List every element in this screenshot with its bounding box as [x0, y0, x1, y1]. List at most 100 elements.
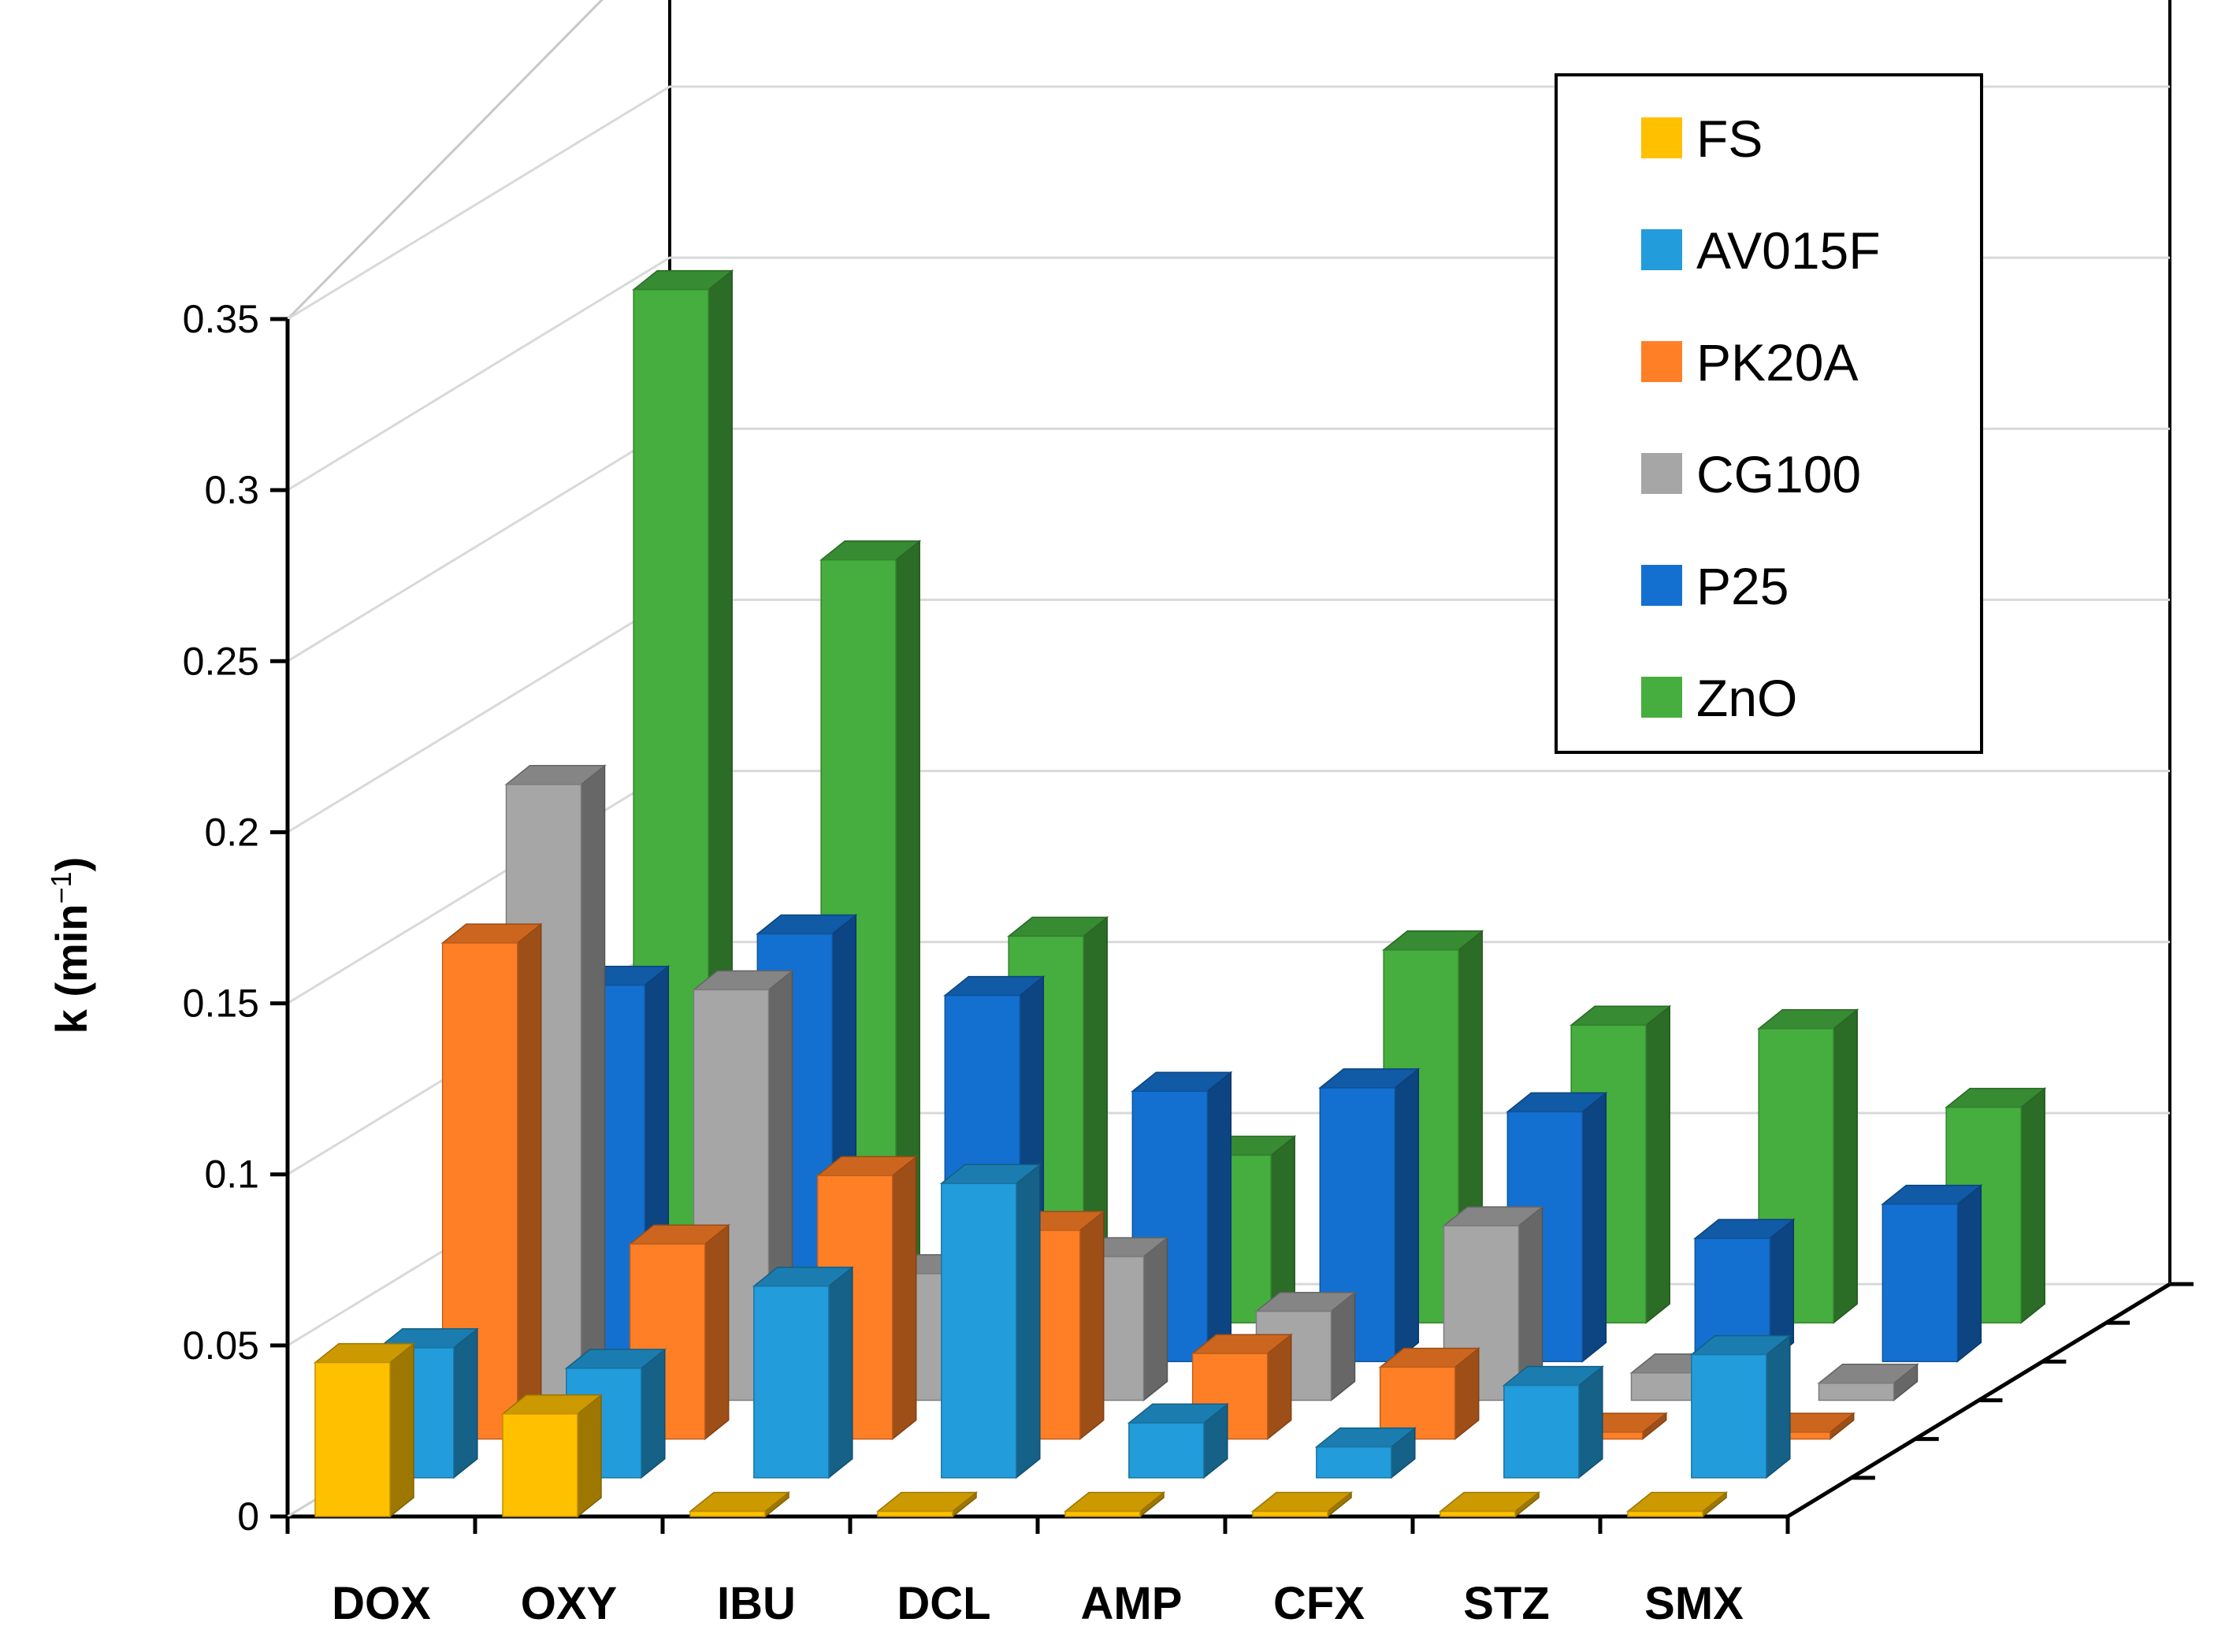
bar-side	[453, 1327, 478, 1479]
bar-side	[891, 1155, 917, 1441]
bar-AV015F-STZ	[1502, 1365, 1604, 1479]
bar-front	[877, 1510, 953, 1517]
bar-front	[1439, 1510, 1516, 1517]
bar-side	[580, 764, 606, 1402]
category-label-SMX: SMX	[1644, 1578, 1744, 1629]
legend-label: CG100	[1696, 445, 1861, 503]
category-label-DCL: DCL	[897, 1578, 990, 1629]
bar-FS-AMP	[1063, 1491, 1166, 1518]
legend-swatch	[1641, 453, 1682, 494]
category-label-AMP: AMP	[1081, 1578, 1183, 1629]
bar-side	[1394, 1067, 1420, 1363]
legend-box	[1555, 73, 1983, 754]
y-tick-labels: 0 0.05 0.1 0.15 0.2 0.25 0.3 0.35	[183, 297, 259, 1539]
bar-front	[1379, 1366, 1456, 1440]
bar-front	[502, 1413, 578, 1517]
legend-swatch	[1641, 677, 1682, 718]
bar-front	[1316, 1446, 1392, 1479]
bar-CG100-CFX	[1442, 1205, 1544, 1402]
bar-side	[828, 1266, 853, 1479]
y-axis-title: k (min−1)	[45, 857, 97, 1034]
legend-item-CG100: CG100	[1641, 445, 1861, 503]
bar-front	[1818, 1383, 1895, 1401]
bar-side	[641, 1348, 666, 1479]
bar-side	[516, 923, 542, 1441]
bar-front	[314, 1361, 391, 1517]
bar-side	[1581, 1091, 1607, 1363]
y-tick-label: 0.3	[204, 468, 259, 512]
bar-front	[1691, 1353, 1767, 1479]
bar-side	[1645, 1004, 1670, 1324]
bar-P25-SMX	[1881, 1184, 1983, 1363]
bar-side	[389, 1342, 414, 1518]
legend-label: P25	[1696, 557, 1789, 615]
bar-front	[1252, 1510, 1328, 1517]
bar-side	[1142, 1236, 1168, 1402]
legend-label: FS	[1696, 110, 1763, 168]
bar-front	[1064, 1510, 1141, 1517]
bar-front	[753, 1285, 830, 1479]
bar-PK20A-IBU	[815, 1155, 918, 1441]
y-tick-label: 0.2	[204, 810, 259, 854]
legend-swatch	[1641, 117, 1682, 158]
legend-item-PK20A: PK20A	[1641, 333, 1858, 392]
bar-AV015F-IBU	[752, 1266, 854, 1479]
bar-FS-OXY	[500, 1394, 604, 1518]
bar-AV015F-DCL	[939, 1163, 1042, 1479]
bar-AV015F-SMX	[1689, 1334, 1792, 1479]
legend: FS AV015F PK20A CG100 P25 ZnO	[1555, 73, 1983, 754]
category-label-STZ: STZ	[1463, 1578, 1550, 1629]
bar-FS-SMX	[1625, 1491, 1729, 1518]
category-label-OXY: OXY	[521, 1578, 618, 1629]
legend-swatch	[1641, 341, 1682, 382]
bar-FS-STZ	[1438, 1491, 1541, 1518]
bar-FS-DCL	[875, 1491, 979, 1518]
category-label-CFX: CFX	[1273, 1578, 1365, 1629]
legend-swatch	[1641, 229, 1682, 270]
bar-PK20A-DOX	[440, 923, 543, 1441]
bar-FS-DOX	[313, 1342, 416, 1518]
bar-front	[689, 1510, 766, 1517]
legend-item-FS: FS	[1641, 110, 1763, 168]
bar-AV015F-CFX	[1314, 1427, 1417, 1479]
y-axis-title-text: k (min−1)	[45, 857, 97, 1034]
legend-item-ZnO: ZnO	[1641, 669, 1797, 727]
bar-front	[941, 1182, 1017, 1479]
bar-side	[1079, 1210, 1105, 1441]
y-tick-label: 0.25	[183, 639, 259, 683]
bar-side	[1833, 1008, 1858, 1324]
bar-front	[1128, 1422, 1205, 1479]
y-tick-label: 0.35	[183, 297, 259, 341]
bar-side	[1956, 1184, 1982, 1363]
category-labels: DOX OXY IBU DCL AMP CFX STZ SMX	[332, 1578, 1744, 1629]
y-tick-label: 0.05	[183, 1323, 259, 1368]
bar-side	[704, 1223, 730, 1441]
bar-AV015F-AMP	[1127, 1402, 1229, 1479]
legend-label: PK20A	[1696, 333, 1858, 392]
bar-side	[1206, 1071, 1232, 1363]
y-tick-label: 0	[237, 1494, 259, 1539]
category-label-DOX: DOX	[332, 1578, 431, 1629]
bar-CG100-SMX	[1817, 1363, 1919, 1402]
bar-front	[1627, 1510, 1703, 1517]
legend-swatch	[1641, 565, 1682, 606]
bar-side	[577, 1394, 602, 1518]
bar-side	[1016, 1163, 1041, 1479]
bar-P25-DCL	[1131, 1071, 1233, 1363]
bar-FS-CFX	[1250, 1491, 1354, 1518]
bars	[313, 269, 2047, 1518]
side-wall-top-edge	[286, 0, 604, 321]
bar-FS-IBU	[688, 1491, 791, 1518]
bar-side	[2020, 1087, 2045, 1324]
bar-front	[1503, 1384, 1580, 1479]
legend-label: AV015F	[1696, 221, 1881, 280]
legend-item-P25: P25	[1641, 557, 1789, 615]
legend-item-AV015F: AV015F	[1641, 221, 1881, 280]
category-label-IBU: IBU	[717, 1578, 796, 1629]
y-tick-label: 0.15	[183, 982, 259, 1026]
bar-front	[1882, 1203, 1959, 1363]
bar-side	[1766, 1334, 1791, 1479]
bar-CG100-AMP	[1254, 1291, 1357, 1402]
